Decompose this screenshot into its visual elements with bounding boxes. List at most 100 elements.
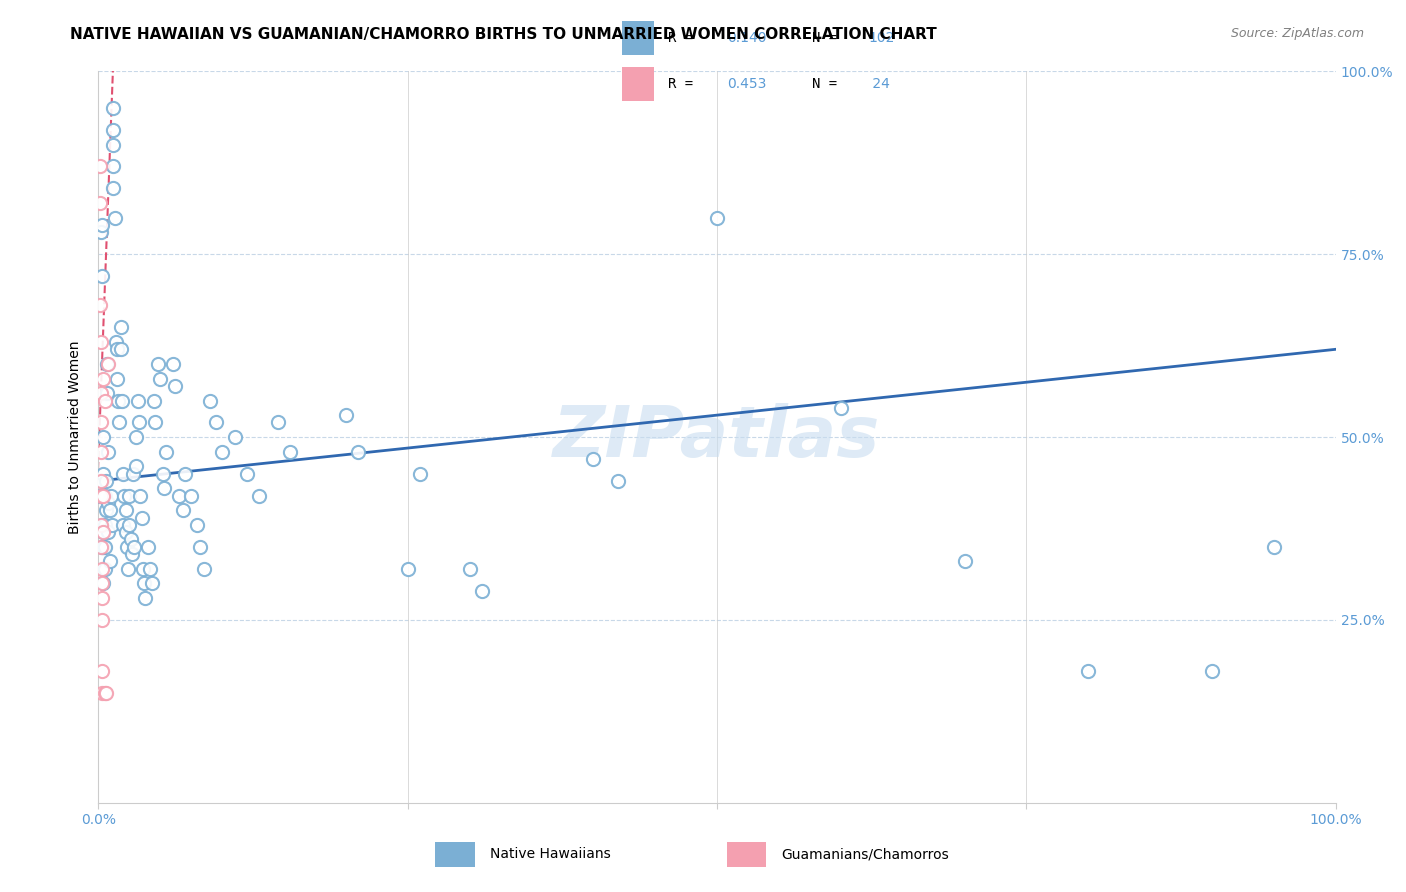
- Point: [97, 525, 120, 540]
- Y-axis label: Births to Unmarried Women: Births to Unmarried Women: [69, 341, 83, 533]
- Point: [89, 298, 111, 312]
- Point: [91, 218, 114, 232]
- Point: [149, 371, 172, 385]
- Point: [96, 357, 118, 371]
- Point: [111, 393, 134, 408]
- Point: [93, 562, 115, 576]
- Point: [118, 489, 141, 503]
- Point: [90, 474, 112, 488]
- FancyBboxPatch shape: [436, 842, 475, 867]
- Point: [93, 517, 115, 532]
- Point: [193, 562, 215, 576]
- Point: [162, 357, 184, 371]
- Point: [93, 540, 115, 554]
- Point: [582, 452, 605, 467]
- Point: [118, 517, 141, 532]
- Point: [93, 467, 115, 481]
- Point: [97, 496, 120, 510]
- Point: [139, 562, 162, 576]
- Point: [98, 503, 121, 517]
- Point: [91, 540, 114, 554]
- Point: [146, 357, 169, 371]
- Point: [224, 430, 246, 444]
- Point: [172, 503, 194, 517]
- Point: [93, 540, 115, 554]
- Point: [94, 503, 117, 517]
- Point: [103, 211, 125, 225]
- Point: [103, 160, 125, 174]
- Point: [93, 371, 115, 385]
- Point: [90, 334, 112, 349]
- Point: [105, 343, 128, 357]
- Point: [91, 686, 114, 700]
- Point: [198, 393, 221, 408]
- Point: [91, 664, 114, 678]
- Point: [90, 444, 112, 458]
- Point: [110, 320, 132, 334]
- Point: [90, 225, 112, 239]
- Point: [188, 540, 211, 554]
- Point: [114, 525, 136, 540]
- Point: [90, 517, 112, 532]
- Text: Native Hawaiians: Native Hawaiians: [491, 847, 612, 861]
- Point: [131, 510, 153, 524]
- Point: [127, 393, 149, 408]
- Point: [409, 467, 432, 481]
- Point: [122, 467, 145, 481]
- Point: [91, 562, 114, 576]
- Point: [89, 160, 111, 174]
- Point: [112, 489, 135, 503]
- Text: 0.453: 0.453: [728, 78, 768, 91]
- Point: [101, 517, 124, 532]
- Point: [124, 459, 146, 474]
- Point: [103, 137, 125, 152]
- Point: [471, 583, 494, 598]
- Point: [953, 554, 976, 568]
- Text: 0.140: 0.140: [728, 31, 768, 45]
- Point: [347, 444, 370, 458]
- Point: [97, 444, 120, 458]
- Point: [174, 467, 197, 481]
- Text: ZIPatlas: ZIPatlas: [554, 402, 880, 472]
- Point: [93, 525, 115, 540]
- Point: [93, 576, 115, 591]
- Point: [90, 416, 112, 430]
- Text: R =: R =: [668, 78, 702, 91]
- Point: [211, 444, 233, 458]
- Point: [104, 334, 127, 349]
- Point: [90, 386, 112, 401]
- Point: [153, 481, 176, 495]
- Point: [134, 576, 156, 591]
- Point: [96, 386, 118, 401]
- Point: [1201, 664, 1223, 678]
- Point: [103, 101, 125, 115]
- Point: [91, 591, 114, 605]
- Point: [98, 554, 121, 568]
- Point: [396, 562, 419, 576]
- Text: N =: N =: [813, 31, 845, 45]
- Point: [93, 393, 115, 408]
- Point: [1077, 664, 1099, 678]
- Point: [91, 517, 114, 532]
- Point: [89, 196, 111, 211]
- Point: [278, 444, 301, 458]
- Point: [247, 489, 270, 503]
- Point: [236, 467, 259, 481]
- Point: [706, 211, 728, 225]
- Text: Source: ZipAtlas.com: Source: ZipAtlas.com: [1230, 27, 1364, 40]
- Point: [458, 562, 481, 576]
- Point: [167, 489, 190, 503]
- Point: [124, 540, 146, 554]
- Point: [607, 474, 630, 488]
- Point: [124, 430, 146, 444]
- Point: [90, 489, 112, 503]
- Point: [103, 123, 125, 137]
- Point: [91, 576, 114, 591]
- Point: [103, 181, 125, 195]
- Point: [93, 489, 115, 503]
- Point: [93, 430, 115, 444]
- Point: [267, 416, 290, 430]
- Point: [141, 576, 163, 591]
- Point: [91, 613, 114, 627]
- Point: [94, 474, 117, 488]
